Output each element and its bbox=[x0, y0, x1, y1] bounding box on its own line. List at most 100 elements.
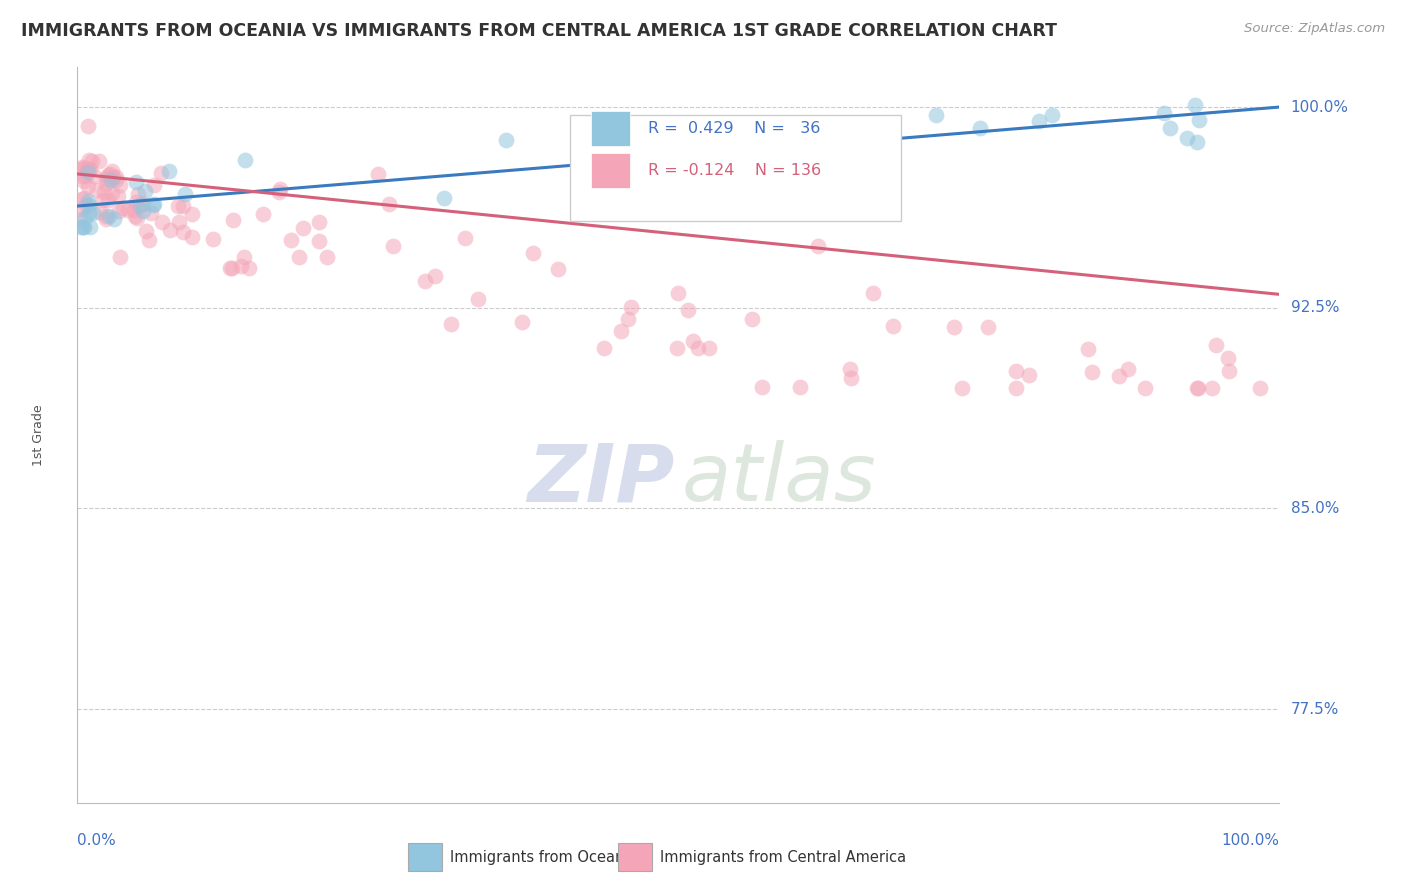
FancyBboxPatch shape bbox=[408, 843, 441, 871]
Point bbox=[135, 224, 157, 238]
Point bbox=[381, 239, 404, 253]
Point bbox=[73, 174, 96, 188]
Text: ZIP: ZIP bbox=[527, 440, 675, 518]
Point bbox=[378, 197, 401, 211]
Point bbox=[72, 220, 94, 235]
Point bbox=[93, 193, 115, 207]
Point bbox=[1018, 368, 1040, 383]
Point bbox=[316, 250, 339, 264]
Point bbox=[97, 168, 120, 182]
Point bbox=[547, 262, 569, 277]
Point bbox=[1116, 362, 1139, 376]
Point bbox=[172, 198, 194, 212]
Point bbox=[839, 371, 862, 385]
Point bbox=[76, 165, 98, 179]
Point bbox=[79, 153, 101, 168]
Point bbox=[221, 260, 243, 275]
Point bbox=[977, 319, 1000, 334]
Point bbox=[882, 319, 904, 334]
Point bbox=[751, 379, 773, 393]
Text: 85.0%: 85.0% bbox=[1291, 501, 1339, 516]
Point bbox=[1005, 381, 1028, 395]
Point bbox=[166, 198, 188, 212]
Point bbox=[522, 246, 544, 260]
Text: 92.5%: 92.5% bbox=[1291, 301, 1339, 315]
Point bbox=[1188, 112, 1211, 127]
Point bbox=[1185, 381, 1208, 395]
Point bbox=[688, 341, 710, 355]
Text: 100.0%: 100.0% bbox=[1291, 100, 1348, 114]
Point bbox=[134, 184, 156, 198]
Point bbox=[1077, 343, 1099, 357]
Point bbox=[367, 167, 389, 181]
Point bbox=[77, 206, 100, 220]
Point bbox=[127, 187, 149, 202]
Point bbox=[77, 198, 100, 212]
Point bbox=[925, 108, 948, 122]
Point bbox=[107, 189, 129, 203]
Text: 1st Grade: 1st Grade bbox=[32, 404, 45, 466]
Point bbox=[131, 196, 153, 211]
Point bbox=[75, 169, 97, 184]
Point bbox=[100, 164, 122, 178]
Point bbox=[76, 119, 98, 133]
Point bbox=[1185, 135, 1208, 149]
Point bbox=[617, 312, 640, 326]
Point bbox=[98, 209, 121, 223]
Point bbox=[101, 170, 124, 185]
Point bbox=[678, 303, 700, 318]
Point bbox=[1216, 351, 1239, 366]
Point bbox=[495, 133, 517, 147]
Point bbox=[103, 212, 125, 227]
Text: Source: ZipAtlas.com: Source: ZipAtlas.com bbox=[1244, 22, 1385, 36]
Point bbox=[75, 198, 97, 212]
Point bbox=[73, 220, 96, 235]
Point bbox=[233, 251, 256, 265]
Point bbox=[70, 202, 93, 216]
Point bbox=[79, 220, 101, 235]
Point bbox=[510, 315, 533, 329]
Text: R = -0.124    N = 136: R = -0.124 N = 136 bbox=[648, 163, 821, 178]
Point bbox=[180, 229, 202, 244]
Point bbox=[97, 194, 120, 208]
Point bbox=[108, 204, 131, 219]
Point bbox=[96, 212, 118, 227]
Point bbox=[862, 285, 884, 300]
Point bbox=[697, 341, 720, 355]
Point bbox=[824, 140, 846, 154]
Point bbox=[139, 205, 162, 219]
Point bbox=[159, 223, 181, 237]
Point bbox=[1187, 381, 1209, 395]
Point bbox=[70, 160, 93, 174]
Point bbox=[80, 154, 103, 169]
Point bbox=[620, 301, 643, 315]
Point bbox=[269, 182, 291, 196]
Point bbox=[467, 292, 489, 306]
Point bbox=[70, 220, 93, 235]
Point bbox=[1133, 381, 1156, 395]
Point bbox=[89, 204, 111, 219]
Point bbox=[72, 169, 94, 184]
Point bbox=[87, 153, 110, 168]
Text: 0.0%: 0.0% bbox=[77, 833, 117, 848]
Point bbox=[77, 162, 100, 177]
Point bbox=[440, 318, 463, 332]
Point bbox=[127, 199, 149, 213]
Point bbox=[969, 121, 991, 136]
Point bbox=[125, 175, 148, 189]
Point bbox=[235, 153, 257, 168]
Text: Immigrants from Oceania: Immigrants from Oceania bbox=[450, 850, 637, 864]
Point bbox=[218, 260, 240, 275]
Point bbox=[252, 207, 274, 221]
Point bbox=[807, 239, 830, 253]
Point bbox=[83, 169, 105, 183]
Point bbox=[231, 260, 253, 274]
Point bbox=[1159, 120, 1181, 135]
Point bbox=[125, 211, 148, 225]
Point bbox=[454, 231, 477, 245]
Point bbox=[1184, 97, 1206, 112]
Point bbox=[104, 169, 127, 184]
Point bbox=[1205, 338, 1227, 352]
Point bbox=[172, 226, 194, 240]
Point bbox=[97, 172, 120, 186]
